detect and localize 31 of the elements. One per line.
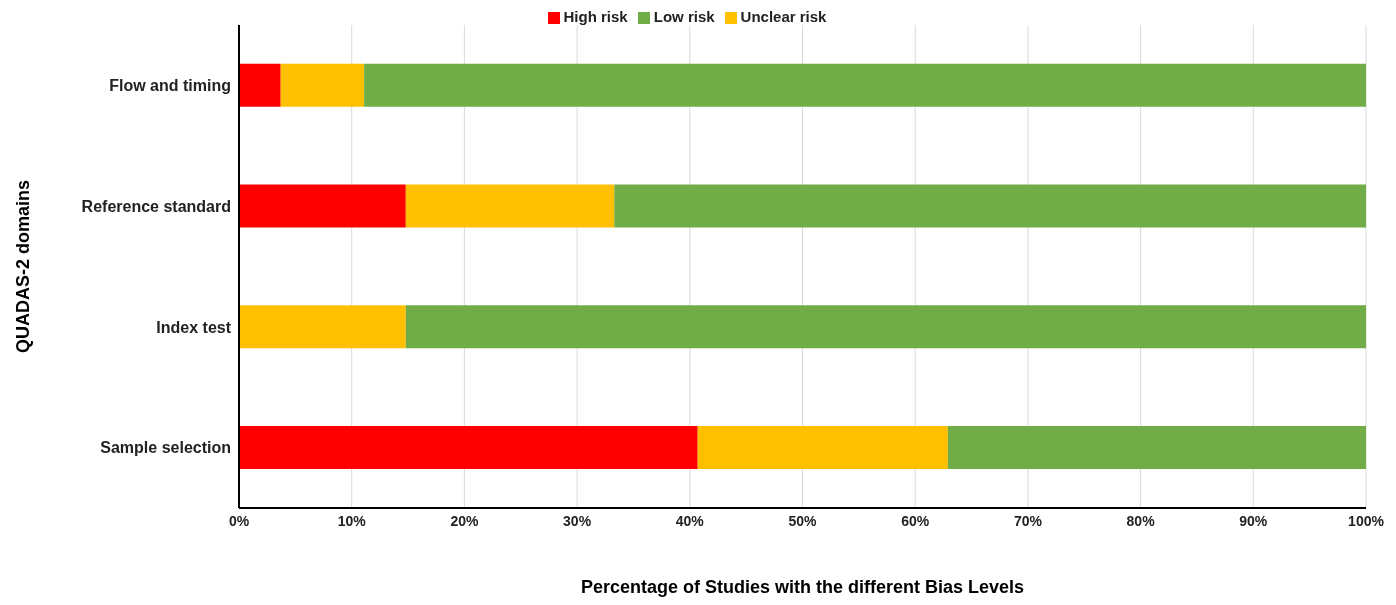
bar — [405, 305, 1366, 349]
x-tick-label: 40% — [675, 512, 705, 529]
y-tick-label: Sample selection — [100, 439, 231, 457]
y-tick-label: Index test — [156, 318, 232, 336]
x-axis-title: Percentage of Studies with the different Bias Levels — [580, 577, 1025, 597]
bar — [280, 63, 365, 107]
x-tick-label: 80% — [1126, 512, 1156, 529]
x-tick-label: 70% — [1013, 512, 1043, 529]
x-tick-label: 50% — [788, 512, 818, 529]
legend-label: Unclear risk — [740, 8, 827, 25]
bar — [614, 184, 1366, 228]
legend-label: High risk — [563, 8, 628, 25]
y-axis-title: QUADAS-2 domains — [13, 179, 34, 354]
bar — [364, 63, 1366, 107]
x-tick-label: 90% — [1239, 512, 1268, 529]
x-tick-label: 60% — [901, 512, 930, 529]
y-tick-label: Flow and timing — [109, 77, 231, 95]
bar — [239, 425, 698, 469]
x-tick-label: 20% — [450, 512, 479, 529]
bar — [405, 184, 615, 228]
x-tick-label: 0% — [228, 512, 250, 529]
legend-label: Low risk — [653, 8, 715, 25]
bar — [697, 425, 948, 469]
x-tick-label: 30% — [563, 512, 592, 529]
bar — [947, 425, 1366, 469]
y-tick-label: Reference standard — [81, 197, 231, 215]
bar — [239, 305, 406, 349]
x-tick-label: 100% — [1348, 512, 1385, 529]
bar — [239, 184, 406, 228]
x-tick-label: 10% — [337, 512, 367, 529]
bar — [239, 63, 281, 107]
